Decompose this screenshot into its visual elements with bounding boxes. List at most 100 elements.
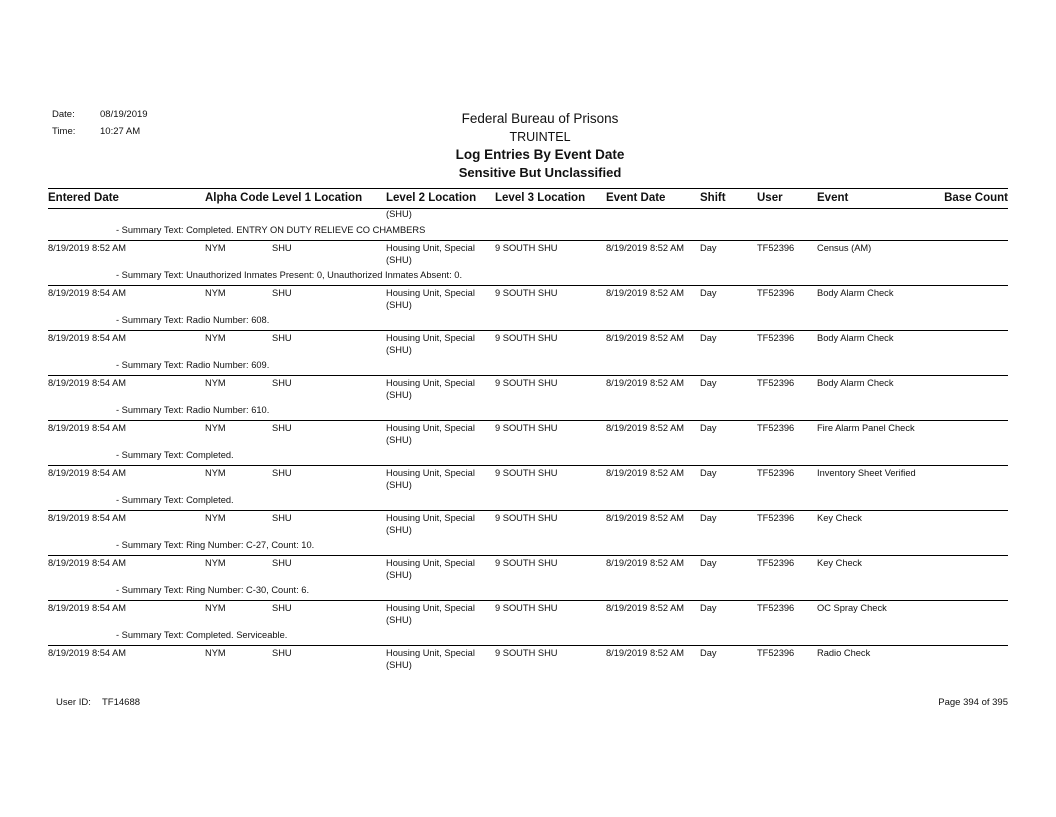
table-row-main: 8/19/2019 8:54 AM NYM SHU Housing Unit, Spe…: [48, 421, 1008, 447]
table-header-rule: [48, 208, 1008, 209]
column-header-level-3-location: Level 3 Location: [495, 192, 586, 204]
cell-event-date: 8/19/2019 8:52 AM: [606, 513, 685, 523]
column-header-shift: Shift: [700, 192, 726, 204]
system-name: TRUINTEL: [509, 130, 571, 144]
column-header-event-date: Event Date: [606, 192, 666, 204]
cell-event-date: 8/19/2019 8:52 AM: [606, 333, 685, 343]
cell-event: Key Check: [817, 513, 862, 523]
cell-entered-date: 8/19/2019 8:54 AM: [48, 333, 127, 343]
cell-user: TF52396: [757, 603, 795, 613]
cell-level-3-location: 9 SOUTH SHU: [495, 423, 558, 433]
cell-shift: Day: [700, 243, 717, 253]
row-divider: [48, 420, 1008, 421]
table-row: 8/19/2019 8:54 AM NYM SHU Housing Unit, Spe…: [48, 556, 1008, 600]
cell-level-2-location: Housing Unit, Special (SHU): [386, 513, 475, 535]
table-row: 8/19/2019 8:54 AM NYM SHU Housing Unit, Spe…: [48, 466, 1008, 510]
table-row-main: 8/19/2019 8:54 AM NYM SHU Housing Unit, Spe…: [48, 601, 1008, 627]
cell-shift: Day: [700, 378, 717, 388]
agency-name: Federal Bureau of Prisons: [461, 111, 619, 126]
cell-event-date: 8/19/2019 8:52 AM: [606, 288, 685, 298]
row-divider: [48, 375, 1008, 376]
table-row-partial: (SHU) - Summary Text: Completed. ENTRY O…: [48, 209, 1008, 240]
footer-user-id-value: TF14688: [102, 697, 141, 708]
table-row-main: 8/19/2019 8:54 AM NYM SHU Housing Unit, Spe…: [48, 646, 1008, 672]
table-row-summary-text: - Summary Text: Ring Number: C-27, Count…: [116, 540, 315, 550]
cell-level-3-location: 9 SOUTH SHU: [495, 333, 558, 343]
cell-level-2-location: Housing Unit, Special (SHU): [386, 243, 475, 265]
cell-user: TF52396: [757, 558, 795, 568]
table-row-main: 8/19/2019 8:54 AM NYM SHU Housing Unit, Spe…: [48, 556, 1008, 582]
table-row-summary-text: - Summary Text: Radio Number: 610.: [116, 405, 270, 415]
table-row: 8/19/2019 8:54 AM NYM SHU Housing Unit, Spe…: [48, 286, 1008, 330]
cell-alpha-code: NYM: [205, 558, 226, 568]
row-divider: [48, 555, 1008, 556]
report-time-label: Time:: [52, 126, 76, 137]
table-row: 8/19/2019 8:52 AM NYM SHU Housing Unit, Spe…: [48, 241, 1008, 285]
row-divider: [48, 240, 1008, 241]
cell-event: Body Alarm Check: [817, 378, 894, 388]
cell-level-3-location: 9 SOUTH SHU: [495, 603, 558, 613]
report-title-block: Federal Bureau of Prisons TRUINTEL Log E…: [330, 110, 750, 182]
cell-level-1-location: SHU: [272, 333, 292, 343]
column-header-level-1-location: Level 1 Location: [272, 192, 363, 204]
cell-user: TF52396: [757, 243, 795, 253]
table-top-rule: [48, 188, 1008, 189]
row-divider: [48, 465, 1008, 466]
table-row: 8/19/2019 8:54 AM NYM SHU Housing Unit, Spe…: [48, 646, 1008, 676]
cell-level-1-location: SHU: [272, 378, 292, 388]
cell-entered-date: 8/19/2019 8:54 AM: [48, 603, 127, 613]
report-date-row: Date: 08/19/2019: [52, 106, 148, 123]
cell-alpha-code: NYM: [205, 333, 226, 343]
row-divider: [48, 510, 1008, 511]
cell-event-date: 8/19/2019 8:52 AM: [606, 648, 685, 658]
partial-level-2-continuation: (SHU): [386, 209, 412, 219]
footer-user-id-label: User ID:: [56, 697, 91, 708]
cell-event-date: 8/19/2019 8:52 AM: [606, 468, 685, 478]
cell-shift: Day: [700, 288, 717, 298]
row-divider: [48, 600, 1008, 601]
cell-level-3-location: 9 SOUTH SHU: [495, 558, 558, 568]
table-row-main: 8/19/2019 8:54 AM NYM SHU Housing Unit, Spe…: [48, 466, 1008, 492]
report-date-label: Date:: [52, 109, 75, 120]
row-divider: [48, 330, 1008, 331]
cell-level-2-location: Housing Unit, Special (SHU): [386, 423, 475, 445]
table-row: 8/19/2019 8:54 AM NYM SHU Housing Unit, Spe…: [48, 376, 1008, 420]
cell-entered-date: 8/19/2019 8:54 AM: [48, 468, 127, 478]
report-date-value: 08/19/2019: [100, 109, 148, 120]
column-header-entered-date: Entered Date: [48, 192, 119, 204]
partial-row-continuation: (SHU): [48, 209, 1008, 223]
cell-level-3-location: 9 SOUTH SHU: [495, 513, 558, 523]
column-header-event: Event: [817, 192, 849, 204]
table-row-main: 8/19/2019 8:54 AM NYM SHU Housing Unit, Spe…: [48, 376, 1008, 402]
cell-entered-date: 8/19/2019 8:54 AM: [48, 423, 127, 433]
row-divider: [48, 645, 1008, 646]
cell-event-date: 8/19/2019 8:52 AM: [606, 378, 685, 388]
cell-level-2-location: Housing Unit, Special (SHU): [386, 378, 475, 400]
column-header-level-2-location: Level 2 Location: [386, 192, 477, 204]
table-row-summary-text: [48, 672, 1008, 676]
partial-row-summary-text: - Summary Text: Completed. ENTRY ON DUTY…: [116, 225, 426, 235]
cell-level-1-location: SHU: [272, 423, 292, 433]
cell-event: Census (AM): [817, 243, 872, 253]
cell-shift: Day: [700, 513, 717, 523]
cell-user: TF52396: [757, 288, 795, 298]
cell-alpha-code: NYM: [205, 423, 226, 433]
report-time-row: Time: 10:27 AM: [52, 123, 148, 140]
cell-shift: Day: [700, 558, 717, 568]
cell-event: Radio Check: [817, 648, 871, 658]
table-row-main: 8/19/2019 8:54 AM NYM SHU Housing Unit, Spe…: [48, 511, 1008, 537]
cell-alpha-code: NYM: [205, 378, 226, 388]
cell-level-1-location: SHU: [272, 648, 292, 658]
table-row-main: 8/19/2019 8:54 AM NYM SHU Housing Unit, Spe…: [48, 286, 1008, 312]
cell-entered-date: 8/19/2019 8:54 AM: [48, 378, 127, 388]
table-row-summary-text: - Summary Text: Radio Number: 608.: [116, 315, 270, 325]
cell-level-2-location: Housing Unit, Special (SHU): [386, 468, 475, 490]
table-row: 8/19/2019 8:54 AM NYM SHU Housing Unit, Spe…: [48, 421, 1008, 465]
table-rows-container: 8/19/2019 8:52 AM NYM SHU Housing Unit, Spe…: [48, 241, 1008, 676]
cell-level-3-location: 9 SOUTH SHU: [495, 378, 558, 388]
table-row-summary-text: - Summary Text: Completed.: [116, 495, 234, 505]
cell-entered-date: 8/19/2019 8:54 AM: [48, 558, 127, 568]
cell-event: Fire Alarm Panel Check: [817, 423, 915, 433]
row-divider: [48, 285, 1008, 286]
cell-level-2-location: Housing Unit, Special (SHU): [386, 333, 475, 355]
